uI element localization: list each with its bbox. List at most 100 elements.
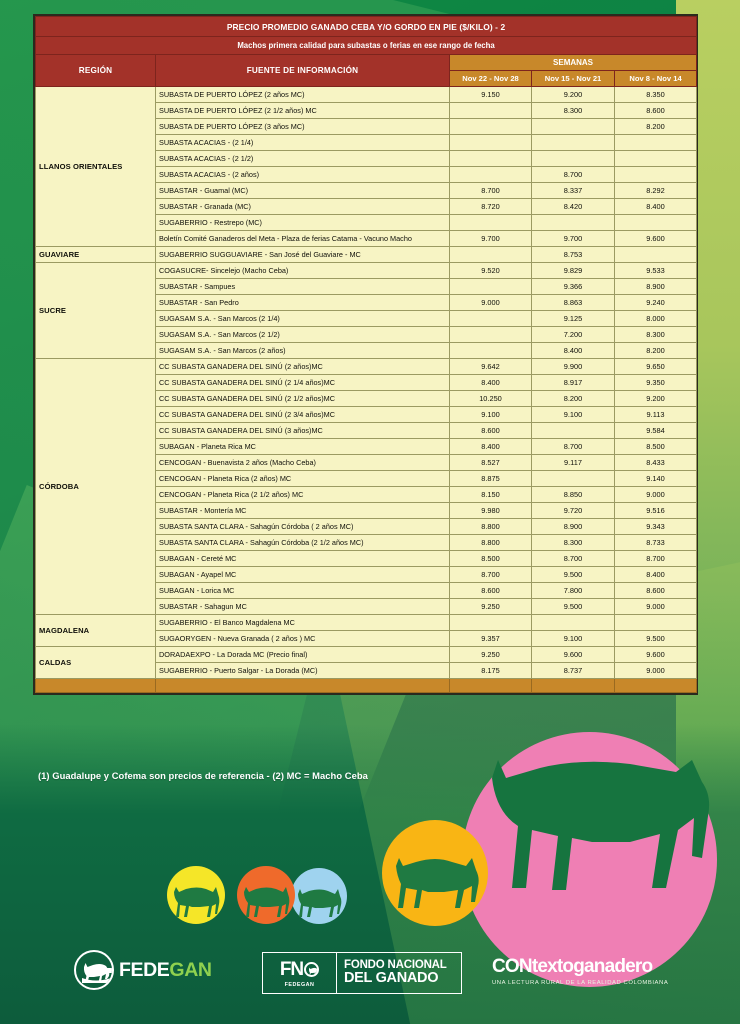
price-cell: 8.150 [449,486,532,503]
price-cell [449,118,532,135]
price-cell: 9.140 [613,470,698,487]
price-cell [449,166,532,183]
price-cell: 9.500 [531,566,615,583]
source-cell: CC SUBASTA GANADERA DEL SINÚ (2 3/4 años… [155,406,450,423]
footer-cell [613,678,698,693]
source-cell: SUBASTA ACACIAS - (2 años) [155,166,450,183]
fng-sub-text: FEDEGAN [284,981,315,988]
table-row: SUBASTA ACACIAS - (2 1/4) [36,134,698,151]
fedegan-mark-icon [74,950,114,990]
price-cell: 9.980 [449,502,532,519]
source-cell: SUGASAM S.A. - San Marcos (2 años) [155,342,450,359]
source-cell: CENCOGAN - Buenavista 2 años (Macho Ceba… [155,454,450,471]
fng-name-line1: FONDO NACIONAL [344,959,447,972]
price-cell: 8.300 [531,534,615,551]
price-cell: 8.337 [531,182,615,199]
table-row: SUBASTAR - Guamal (MC) 8.700 8.337 8.292 [36,182,698,199]
price-cell: 9.700 [531,230,615,247]
fng-logo: FN FEDEGAN FONDO NACIONAL DEL GANADO [262,952,462,994]
price-cell: 9.350 [613,374,698,391]
price-cell: 8.700 [531,438,615,455]
table-row: GUAVIARE SUGABERRIO SUGGUAVIARE - San Jos… [35,246,698,263]
table-row: MAGDALENA SUGABERRIO - El Banco Magdalena… [35,614,698,647]
price-cell: 8.527 [449,454,532,471]
table-row: CÓRDOBA CC SUBASTA GANADERA DEL SINÚ (2 a… [35,358,698,615]
price-cell: 8.400 [613,198,698,215]
table-row: SUBASTA SANTA CLARA - Sahagún Córdoba ( … [36,518,698,535]
price-cell: 8.400 [449,374,532,391]
source-cell: SUBASTAR - Granada (MC) [155,198,450,215]
price-cell [531,214,615,231]
price-cell [449,134,532,151]
price-cell: 8.500 [613,438,698,455]
column-header-week-2: Nov 15 - Nov 21 [531,70,615,87]
price-cell [613,214,698,231]
source-cell: COGASUCRE- Sincelejo (Macho Ceba) [155,262,450,279]
table-row: SUBAGAN - Planeta Rica MC 8.400 8.700 8.500 [36,438,698,455]
table-row: SUGABERRIO - Restrepo (MC) [36,214,698,231]
price-cell [613,166,698,183]
table-title-row: PRECIO PROMEDIO GANADO CEBA Y/O GORDO EN… [34,16,698,37]
source-cell: CC SUBASTA GANADERA DEL SINÚ (2 años)MC [155,358,450,375]
price-cell: 8.600 [613,582,698,599]
fng-ring-icon [304,962,320,977]
fng-name: FONDO NACIONAL DEL GANADO [337,953,461,993]
price-cell: 9.600 [531,646,615,663]
cow-silhouette-yellow [172,884,222,918]
region-cell: SUCRE [35,262,156,359]
fedegan-word-part1: FEDE [119,958,170,981]
price-cell: 9.000 [613,662,698,679]
price-cell: 9.150 [449,86,532,103]
price-cell [531,134,615,151]
source-cell: CENCOGAN - Planeta Rica (2 años) MC [155,470,450,487]
price-cell [449,310,532,327]
price-cell: 8.900 [613,278,698,295]
table-subtitle: Machos primera calidad para subastas o f… [34,36,698,55]
table-row: SUGASAM S.A. - San Marcos (2 años) 8.400 8… [36,342,698,359]
price-cell: 8.500 [449,550,532,567]
price-cell: 9.240 [613,294,698,311]
price-cell: 8.850 [531,486,615,503]
table-row: SUBASTAR - Sampues 9.366 8.900 [36,278,698,295]
price-cell: 8.700 [613,550,698,567]
fng-monogram: FN FEDEGAN [263,953,337,993]
source-cell: SUBAGAN - Planeta Rica MC [155,438,450,455]
table-row: LLANOS ORIENTALES SUBASTA DE PUERTO LÓPEZ… [35,86,698,247]
region-cell: GUAVIARE [35,246,156,263]
price-cell: 9.600 [613,230,698,247]
logo-bar: FEDEGAN FN FEDEGAN FONDO NACIONAL DEL GA… [0,950,740,1010]
price-cell: 9.520 [449,262,532,279]
table-row: SUBASTA SANTA CLARA - Sahagún Córdoba (2… [36,534,698,551]
cow-silhouette-blue [296,886,344,918]
price-cell: 8.400 [531,342,615,359]
price-cell: 7.200 [531,326,615,343]
price-table: PRECIO PROMEDIO GANADO CEBA Y/O GORDO EN… [34,16,698,693]
source-cell: SUBASTA ACACIAS - (2 1/4) [155,134,450,151]
source-cell: DORADAEXPO - La Dorada MC (Precio final) [155,646,450,663]
price-cell [449,342,532,359]
column-header-region: REGIÓN [35,54,156,87]
source-cell: SUBASTA SANTA CLARA - Sahagún Córdoba ( … [155,518,450,535]
source-cell: SUGASAM S.A. - San Marcos (2 1/2) [155,326,450,343]
contextoganadero-tagline: UNA LECTURA RURAL DE LA REALIDAD COLOMBI… [492,980,669,986]
price-cell: 8.433 [613,454,698,471]
price-cell: 8.200 [531,390,615,407]
price-cell: 8.753 [531,246,615,263]
price-cell: 8.300 [531,102,615,119]
price-cell: 8.800 [449,518,532,535]
price-cell: 8.917 [531,374,615,391]
price-cell: 8.800 [449,534,532,551]
price-cell: 9.516 [613,502,698,519]
cattle-illustration [0,724,740,1024]
table-body: LLANOS ORIENTALES SUBASTA DE PUERTO LÓPEZ… [35,86,698,693]
table-row: SUBASTA DE PUERTO LÓPEZ (3 años MC) 8.200 [36,118,698,135]
price-table-container: PRECIO PROMEDIO GANADO CEBA Y/O GORDO EN… [33,14,698,695]
price-cell: 8.200 [613,342,698,359]
price-cell: 8.400 [449,438,532,455]
source-cell: CENCOGAN - Planeta Rica (2 1/2 años) MC [155,486,450,503]
price-cell: 9.200 [613,390,698,407]
table-row: SUBASTA DE PUERTO LÓPEZ (2 1/2 años) MC 8… [36,102,698,119]
price-cell: 9.700 [449,230,532,247]
price-cell: 8.000 [613,310,698,327]
fng-cow-icon [309,967,318,975]
